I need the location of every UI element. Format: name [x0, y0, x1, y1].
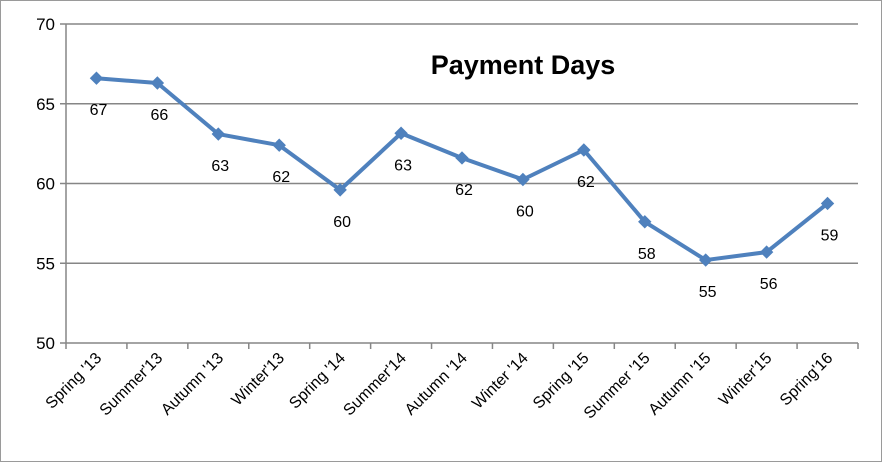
data-point-marker: [272, 138, 286, 152]
series-line: [94, 76, 830, 263]
x-tick-label: Autumn '13: [158, 350, 227, 419]
data-labels: 67 66 63 62 60 63 62 60 62 58 55 56 59: [90, 102, 839, 301]
axes: [65, 24, 859, 349]
data-point-marker: [455, 151, 469, 165]
x-tick-label: Spring '15: [530, 350, 593, 413]
data-label: 63: [211, 158, 229, 175]
data-point-marker: [820, 196, 835, 211]
data-label: 60: [516, 204, 534, 221]
x-tick-label: Spring '13: [43, 350, 106, 413]
x-tick-label: Summer '15: [581, 350, 654, 423]
data-label: 63: [394, 157, 412, 174]
data-point-marker: [150, 76, 165, 90]
data-point-marker: [638, 215, 652, 229]
x-tick-label: Winter '14: [469, 350, 532, 413]
y-tick-label: 50: [36, 334, 55, 353]
data-label: 60: [333, 214, 351, 231]
data-label: 58: [638, 246, 656, 263]
x-tick-label: Winter'15: [716, 350, 776, 410]
data-label: 55: [699, 284, 717, 301]
data-point-marker: [394, 126, 408, 140]
x-tick-label: Spring'16: [777, 350, 837, 410]
y-tick-label: 60: [36, 175, 55, 194]
data-point-marker: [333, 183, 347, 197]
chart-title: Payment Days: [431, 50, 616, 80]
x-tick-label: Winter'13: [229, 350, 289, 410]
data-point-marker: [211, 127, 226, 141]
x-tick-label: Summer'14: [340, 350, 410, 420]
y-tick-label: 55: [36, 254, 55, 273]
x-tick-label: Autumn '14: [402, 350, 471, 419]
y-tick-label: 70: [36, 15, 55, 34]
y-tick-label: 65: [36, 95, 55, 114]
data-point-marker: [759, 245, 774, 259]
data-point-marker: [516, 172, 530, 187]
data-label: 62: [272, 169, 290, 186]
data-label: 66: [150, 107, 168, 124]
y-tick-labels: 50 55 60 65 70: [36, 15, 55, 353]
data-label: 56: [760, 276, 778, 293]
x-tick-label: Spring '14: [286, 350, 349, 413]
x-tick-label: Autumn '15: [646, 350, 715, 419]
series-payment-days: [89, 71, 835, 267]
gridlines: [60, 23, 858, 344]
x-tick-label: Summer'13: [97, 350, 167, 420]
data-point-marker: [89, 71, 104, 85]
data-label: 62: [577, 174, 595, 191]
data-label: 62: [455, 182, 473, 199]
data-point-marker: [577, 143, 591, 157]
data-label: 67: [90, 102, 108, 119]
data-label: 59: [821, 227, 839, 244]
data-point-marker: [698, 253, 713, 267]
